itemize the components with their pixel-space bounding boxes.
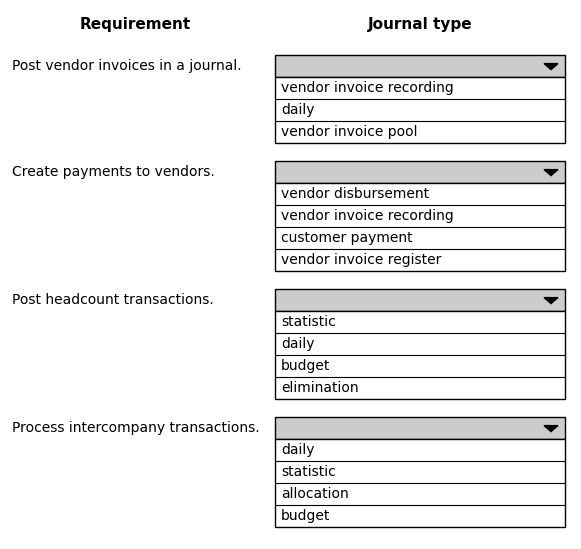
Text: Post vendor invoices in a journal.: Post vendor invoices in a journal. <box>12 59 242 73</box>
Text: Create payments to vendors.: Create payments to vendors. <box>12 165 215 179</box>
Text: daily: daily <box>281 103 314 117</box>
Text: daily: daily <box>281 443 314 457</box>
Bar <box>275 183 565 271</box>
Text: allocation: allocation <box>281 487 349 501</box>
Bar <box>275 289 565 311</box>
Text: Process intercompany transactions.: Process intercompany transactions. <box>12 421 260 435</box>
Text: vendor disbursement: vendor disbursement <box>281 187 429 201</box>
Bar <box>275 311 565 399</box>
Text: budget: budget <box>281 359 331 373</box>
Text: customer payment: customer payment <box>281 231 413 245</box>
Text: statistic: statistic <box>281 465 336 479</box>
Text: elimination: elimination <box>281 381 358 395</box>
Text: budget: budget <box>281 509 331 523</box>
Text: daily: daily <box>281 337 314 351</box>
Bar <box>275 439 565 527</box>
Text: Journal type: Journal type <box>368 18 472 32</box>
Text: vendor invoice recording: vendor invoice recording <box>281 209 454 223</box>
Text: vendor invoice recording: vendor invoice recording <box>281 81 454 95</box>
Bar <box>275 77 565 143</box>
Text: statistic: statistic <box>281 315 336 329</box>
Bar <box>275 55 565 77</box>
Text: vendor invoice pool: vendor invoice pool <box>281 125 418 139</box>
Polygon shape <box>544 64 558 70</box>
Bar <box>275 417 565 439</box>
Text: Requirement: Requirement <box>80 18 191 32</box>
Bar <box>275 161 565 183</box>
Polygon shape <box>544 170 558 176</box>
Polygon shape <box>544 298 558 304</box>
Polygon shape <box>544 425 558 432</box>
Text: Post headcount transactions.: Post headcount transactions. <box>12 293 214 307</box>
Text: vendor invoice register: vendor invoice register <box>281 253 442 267</box>
